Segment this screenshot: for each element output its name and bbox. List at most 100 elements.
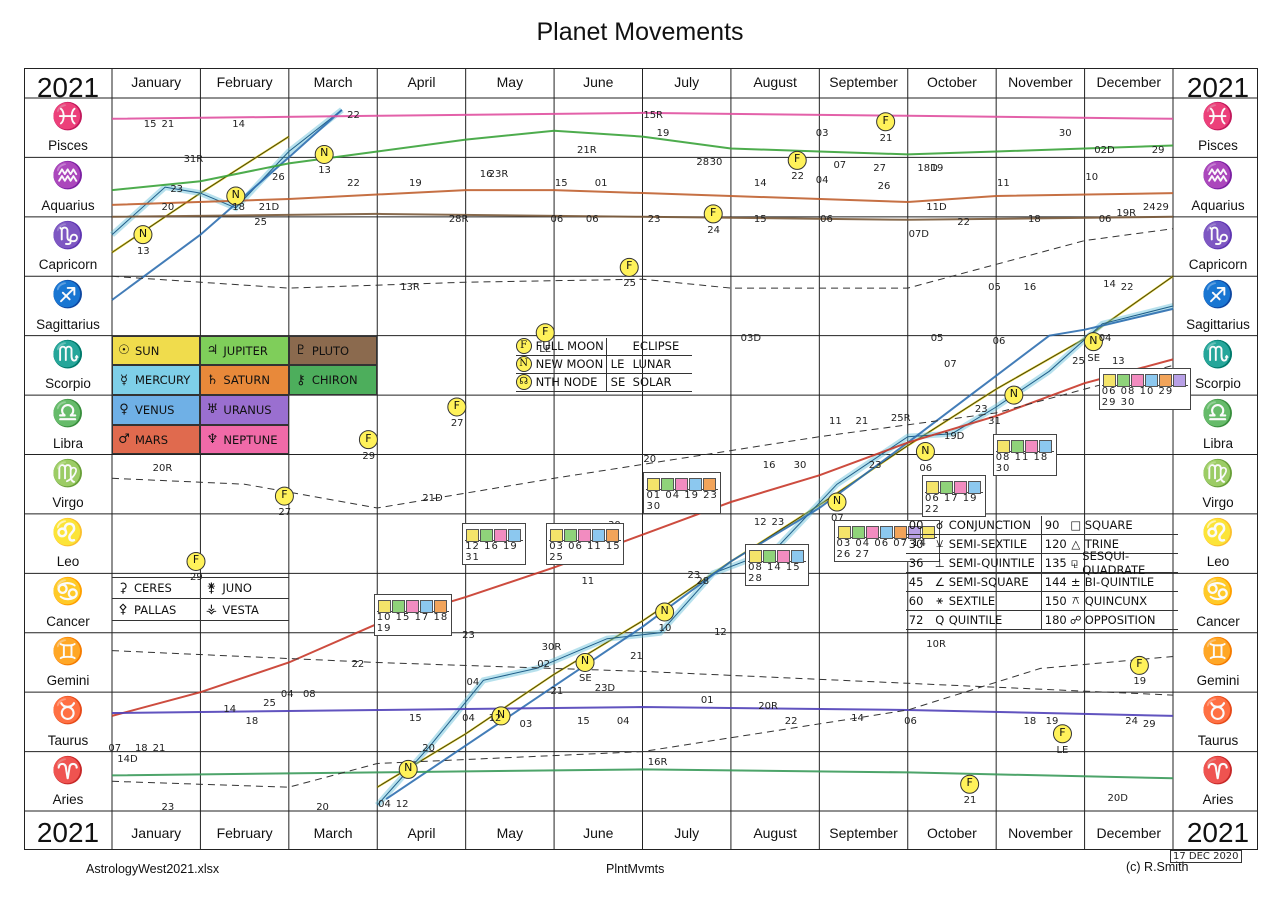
new-moon-letter: N [660,603,669,617]
track-date-note: 18 [134,742,148,754]
track-mars [111,358,1174,717]
track-date-note: 21 [152,742,166,754]
aspect-legend-label: BI-QUINTILE [1084,574,1155,589]
aspect-color-swatch [703,478,717,492]
aspect-glyph-icon: ± [1070,574,1081,589]
aspect-event-dates: 06 17 19 22 [924,492,983,515]
new-moon-marker [226,186,246,206]
track-date-note: 28 [696,157,710,169]
track-date-note: 03D [740,332,762,344]
planet-glyph-icon: ☉ [118,343,130,358]
new-moon-letter: N [1089,333,1098,347]
track-date-note: 30 [793,460,807,472]
new-moon-marker [133,225,153,245]
track-date-note: 25 [263,698,276,710]
sign-glyph: ♈ [51,755,85,786]
aspect-glyph-icon: ⚹ [936,593,944,608]
sign-name: Capricorn [1188,257,1248,273]
track-date-note: 31R [183,154,204,166]
full-moon-letter: F [626,259,633,273]
year-label: 2021 [1186,72,1250,103]
track-date-note: 19D [943,430,965,442]
track-juno [111,228,1174,289]
moon-date: 21 [879,132,893,144]
track-date-note: 22 [957,216,970,228]
track-date-note: 23 [170,184,184,196]
planet-legend-label: MARS [135,432,169,447]
track-date-note: 19R [1116,207,1137,219]
track-date-note: 14 [1103,279,1116,291]
moon-date: LE [1056,744,1069,756]
track-date-note: 16 [762,460,776,472]
aspect-color-swatch [405,600,419,614]
sign-name: Aries [1202,792,1234,807]
sign-name: Capricorn [38,257,98,273]
sign-glyph: ♐ [1201,280,1235,311]
aspect-color-swatch [907,525,921,539]
eclipse-legend-label: ECLIPSE [632,339,680,354]
aspect-color-swatch [1144,374,1158,388]
aspect-legend-label: QUINTILE [948,612,1003,627]
aspect-color-swatch [777,549,791,563]
aspect-color-swatch [606,528,620,542]
full-moon-letter: F [794,152,801,166]
sign-name: Libra [52,435,84,451]
sign-glyph: ♑ [1201,220,1235,251]
track-date-note: 22 [351,659,365,671]
aspect-degrees: 72 [908,612,924,627]
full-moon-marker [447,397,467,417]
new-moon-marker [314,144,334,164]
aspect-legend-label: SEMI-QUINTILE [948,555,1035,570]
aspect-degrees: 150 [1044,593,1067,608]
asteroid-legend-label: PALLAS [134,602,177,617]
track-date-note: 25 [1072,356,1085,368]
aspect-color-swatch [1116,374,1130,388]
planet-legend-item: ♃ JUPITER [200,335,289,366]
track-date-note: 16 [1023,282,1037,294]
sign-name: Aries [52,792,84,807]
moon-legend-label: NTH NODE [535,375,598,390]
aspect-event-dates: 06 08 10 29 29 30 [1101,385,1188,408]
track-date-note: 06 [992,335,1006,347]
aspect-legend-label: QUINCUNX [1084,593,1148,608]
track-date-note: 18D [917,163,938,175]
track-neptune [111,111,1174,120]
sign-name: Leo [56,554,80,570]
track-date-note: 05 [930,332,944,344]
full-moon-marker [619,257,639,277]
track-date-note: 18 [1023,715,1037,727]
month-header: December [1096,74,1162,90]
track-date-note: 07D [908,228,930,240]
sign-name: Sagittarius [1186,316,1250,332]
aspect-color-swatch [939,481,953,495]
track-date-note: 11 [997,178,1010,190]
track-date-note: 30 [1058,127,1072,139]
moon-legend-item: N NEW MOON [515,356,606,374]
asteroid-legend-item: ⚳ CERES [112,577,201,600]
new-moon-letter: N [496,707,506,721]
month-footer: December [1096,825,1162,841]
aspect-color-swatch [578,528,592,542]
month-footer: May [496,825,524,841]
aspect-event-box: 06 17 19 22 [921,475,986,518]
aspect-legend-item: 45 ∠ SEMI-SQUARE [905,572,1042,592]
track-date-note: 14 [223,703,237,715]
sign-name: Virgo [1202,494,1234,510]
month-footer: November [1008,825,1073,841]
full-moon-marker [787,150,807,170]
sign-glyph: ♏ [1201,339,1235,370]
sign-glyph: ♍ [51,458,85,489]
track-date-note: 06 [550,213,564,225]
month-footer: February [216,825,273,841]
planet-chart: 2021 2021 2021 2021 January January February Fe… [24,68,1258,850]
moon-date: 07 [831,513,844,525]
page-title: Planet Movements [536,18,744,46]
asteroid-glyph-icon: ⚵ [206,580,217,596]
aspect-degrees: 45 [908,574,924,589]
aspect-color-swatch [480,528,494,542]
track-date-note: 14 [753,178,767,190]
full-moon-letter: F [966,776,973,790]
month-header: March [313,74,353,90]
new-moon-marker [1004,385,1024,405]
aspect-color-swatch [1102,374,1116,388]
